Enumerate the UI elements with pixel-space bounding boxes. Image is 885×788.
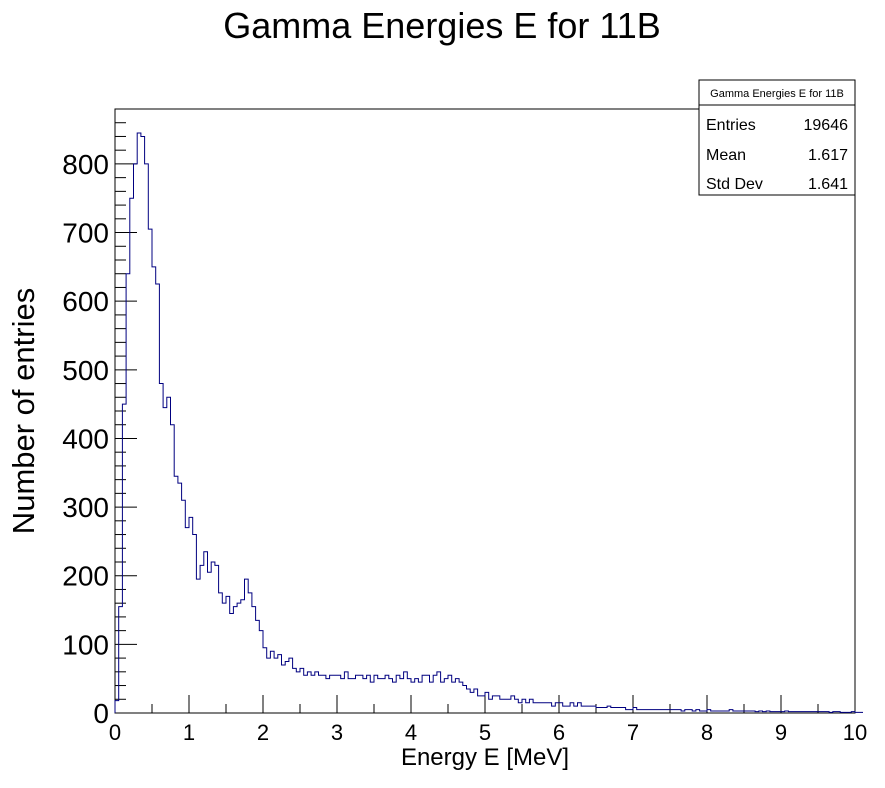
stats-mean-value: 1.617	[808, 147, 848, 164]
y-axis-label: Number of entries	[6, 288, 41, 534]
x-tick-label: 9	[775, 720, 787, 745]
stats-stddev-label: Std Dev	[706, 176, 763, 193]
plot-frame	[114, 108, 856, 714]
x-tick-label: 8	[701, 720, 713, 745]
x-tick-label: 0	[109, 720, 121, 745]
stats-title: Gamma Energies E for 11B	[710, 88, 844, 100]
y-tick-label: 500	[62, 355, 109, 386]
x-axis: 0 1 2 3 4 5 6 7 8 9 10	[109, 695, 867, 745]
y-tick-label: 0	[93, 698, 109, 729]
x-tick-label: 4	[405, 720, 417, 745]
y-axis: 0 100 200 300 400 500 600 700 800	[62, 149, 137, 729]
y-tick-label: 700	[62, 218, 109, 249]
x-tick-label: 1	[183, 720, 195, 745]
x-tick-label: 7	[627, 720, 639, 745]
y-tick-label: 800	[62, 149, 109, 180]
stats-mean-label: Mean	[706, 147, 746, 164]
stats-entries-value: 19646	[804, 117, 849, 134]
y-tick-label: 100	[62, 629, 109, 660]
x-tick-label: 2	[257, 720, 269, 745]
axis-minor-ticks	[115, 108, 819, 713]
y-tick-label: 200	[62, 561, 109, 592]
x-tick-label: 10	[843, 720, 867, 745]
y-tick-label: 600	[62, 286, 109, 317]
chart-title: Gamma Energies E for 11B	[223, 5, 661, 46]
x-tick-label: 5	[479, 720, 491, 745]
stats-stddev-value: 1.641	[808, 176, 848, 193]
x-tick-label: 6	[553, 720, 565, 745]
stats-box: Gamma Energies E for 11B Entries 19646 M…	[698, 79, 856, 196]
histogram-series-line	[114, 132, 863, 713]
x-axis-label: Energy E [MeV]	[401, 744, 569, 771]
y-tick-label: 300	[62, 492, 109, 523]
stats-entries-label: Entries	[706, 117, 756, 134]
x-tick-label: 3	[331, 720, 343, 745]
y-tick-label: 400	[62, 423, 109, 454]
